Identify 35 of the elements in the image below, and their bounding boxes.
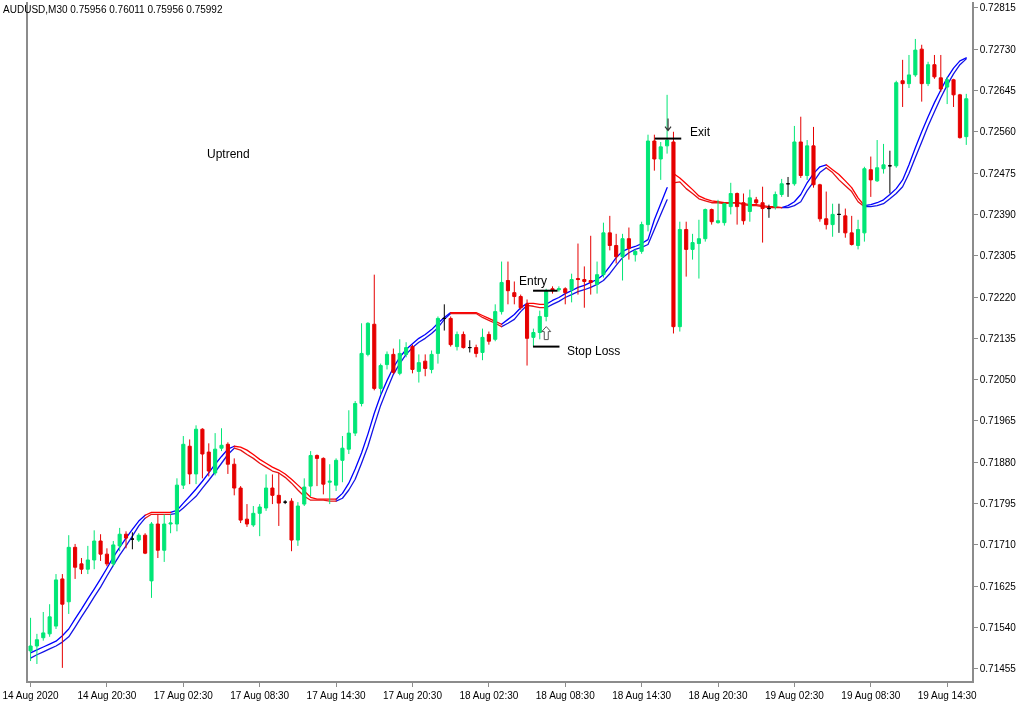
y-tick-label: 0.71795 [979,498,1017,510]
ref-line-label: Stop Loss [567,344,621,358]
y-tick-label: 0.71965 [979,415,1017,427]
x-tick-label: 18 Aug 02:30 [459,689,519,701]
annotation: Uptrend [207,147,250,161]
x-tick-label: 19 Aug 08:30 [841,689,901,701]
x-tick-label: 17 Aug 20:30 [382,689,443,701]
y-tick-label: 0.72645 [979,84,1017,96]
x-tick-label: 18 Aug 20:30 [688,689,748,701]
x-tick-label: 19 Aug 02:30 [764,689,825,701]
x-tick-label: 19 Aug 14:30 [917,689,978,701]
y-tick-label: 0.72475 [979,167,1017,179]
x-tick-label: 18 Aug 14:30 [612,689,672,701]
y-tick-label: 0.72730 [979,43,1017,55]
y-tick-label: 0.72050 [979,374,1017,386]
y-tick-label: 0.72135 [979,332,1017,344]
y-tick-label: 0.71455 [979,663,1017,675]
y-tick-label: 0.71710 [979,539,1017,551]
y-tick-label: 0.72305 [979,250,1017,262]
y-tick-label: 0.72220 [979,291,1017,303]
x-tick-label: 14 Aug 2020 [2,689,60,701]
y-tick-label: 0.71540 [979,622,1017,634]
ref-line-label: Entry [519,274,548,288]
x-tick-label: 14 Aug 20:30 [77,689,137,701]
y-tick-label: 0.72390 [979,208,1017,220]
ref-line-label: Exit [690,125,711,139]
y-tick-label: 0.71880 [979,456,1017,468]
y-tick-label: 0.71625 [979,580,1017,592]
x-tick-label: 17 Aug 08:30 [230,689,290,701]
chart-title: AUDUSD,M30 0.75956 0.76011 0.75956 0.75992 [3,3,223,15]
x-tick-label: 17 Aug 14:30 [306,689,366,701]
x-tick-label: 17 Aug 02:30 [153,689,214,701]
x-tick-label: 18 Aug 08:30 [535,689,596,701]
y-tick-label: 0.72560 [979,126,1017,138]
y-tick-label: 0.72815 [979,2,1017,14]
